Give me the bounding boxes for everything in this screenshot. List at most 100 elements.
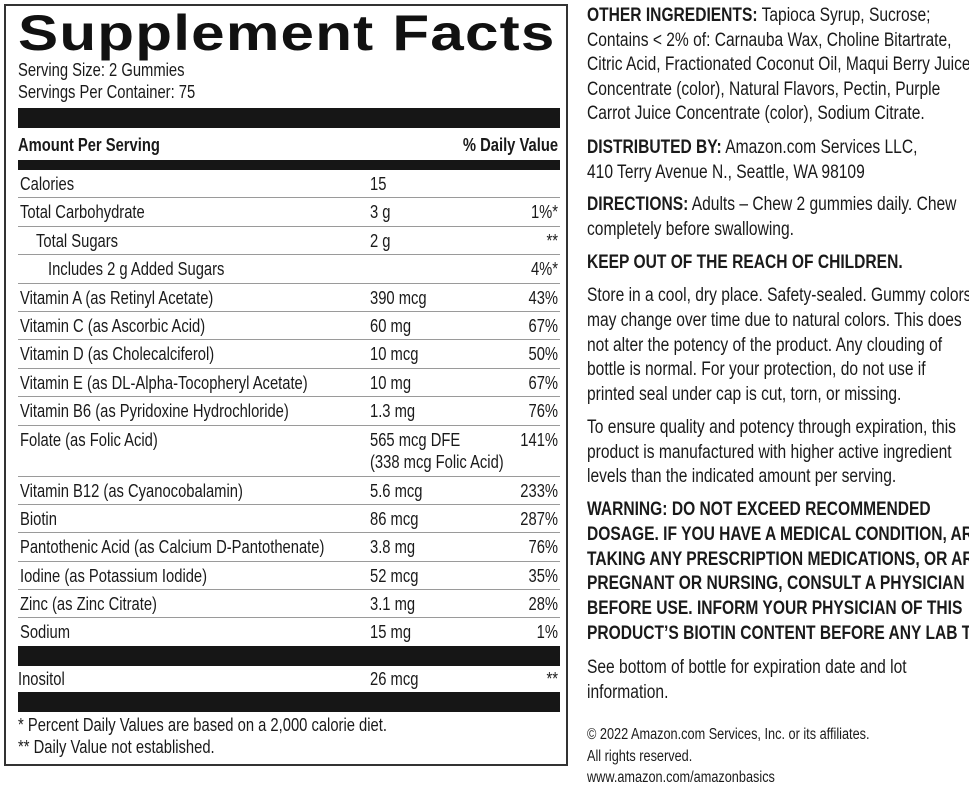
nutrient-name: Vitamin D (as Cholecalciferol)	[20, 344, 215, 365]
nutrient-dv: **	[546, 669, 558, 689]
amount-cell: 2 g	[370, 227, 395, 252]
amount-cell: 3.8 mg	[370, 533, 425, 558]
line-text: bottle is normal. For your protection, d…	[587, 359, 926, 381]
warning: WARNING: DO NOT EXCEED RECOMMENDED	[587, 499, 969, 521]
nutrient-cell: Zinc (as Zinc Citrate)	[20, 590, 187, 618]
dv-cell: 43%	[522, 284, 558, 312]
section-label: DISTRIBUTED BY:	[587, 137, 722, 158]
dv-cell: 287%	[512, 505, 558, 533]
line-text: TAKING ANY PRESCRIPTION MEDICATIONS, OR …	[587, 548, 969, 570]
storage-info: printed seal under cap is cut, torn, or …	[587, 384, 969, 406]
line-text: Concentrate (color), Natural Flavors, Pe…	[587, 78, 941, 100]
nutrient-cell: Vitamin B6 (as Pyridoxine Hydrochloride)	[20, 397, 348, 425]
amount-cell: 5.6 mcg	[370, 477, 434, 502]
section-label: DIRECTIONS:	[587, 194, 689, 215]
line-text: printed seal under cap is cut, torn, or …	[587, 384, 902, 406]
amount-cell: 565 mcg DFE (338 mcg Folic Acid)	[370, 426, 533, 473]
thick-divider	[18, 108, 560, 128]
copyright: www.amazon.com/amazonbasics	[587, 768, 816, 787]
nutrient-dv: 50%	[528, 344, 558, 365]
supplement-facts-panel: Supplement Facts Serving Size: 2 Gummies…	[4, 4, 568, 766]
distributed-by: DISTRIBUTED BY: Amazon.com Services LLC,	[587, 137, 969, 159]
nutrient-cell: Biotin	[20, 505, 65, 533]
amount-cell: 60 mg	[370, 312, 420, 337]
amount-cell: 52 mcg	[370, 562, 429, 587]
other-ingredients: Contains < 2% of: Carnauba Wax, Choline …	[587, 30, 969, 52]
line-text: product is manufactured with higher acti…	[587, 441, 952, 463]
nutrient-cell: Folate (as Folic Acid)	[20, 426, 188, 454]
nutrient-dv: 28%	[528, 594, 558, 615]
table-row: Vitamin D (as Cholecalciferol) 10 mcg 50%	[18, 340, 560, 369]
thick-divider	[18, 646, 560, 666]
copyright: All rights reserved.	[587, 747, 715, 766]
nutrient-name: Folate (as Folic Acid)	[20, 429, 158, 450]
line-text: not alter the potency of the product. An…	[587, 334, 943, 356]
nutrient-amount: 26 mcg	[370, 669, 419, 689]
table-row: Includes 2 g Added Sugars 4%*	[18, 255, 560, 284]
nutrient-dv: 233%	[520, 480, 558, 501]
dv-cell: 50%	[522, 340, 558, 368]
dv-cell: 67%	[522, 369, 558, 397]
quality-info: To ensure quality and potency through ex…	[587, 417, 969, 439]
table-row: Zinc (as Zinc Citrate) 3.1 mg 28%	[18, 590, 560, 619]
table-row-inositol: Inositol 26 mcg **	[18, 666, 560, 692]
copyright: © 2022 Amazon.com Services, Inc. or its …	[587, 725, 932, 744]
keep-out-warning: KEEP OUT OF THE REACH OF CHILDREN.	[587, 252, 969, 274]
distributed-by: 410 Terry Avenue N., Seattle, WA 98109	[587, 162, 926, 184]
daily-value-header: % Daily Value	[462, 135, 558, 155]
nutrient-name: Vitamin B12 (as Cyanocobalamin)	[20, 480, 243, 501]
line-text: levels than the indicated amount per ser…	[587, 466, 897, 488]
amount-cell: 15	[370, 170, 390, 195]
directions: DIRECTIONS: Adults – Chew 2 gummies dail…	[587, 194, 969, 216]
directions: completely before swallowing.	[587, 219, 839, 241]
storage-info: bottle is normal. For your protection, d…	[587, 359, 969, 381]
dv-cell: 76%	[522, 533, 558, 561]
line-text: completely before swallowing.	[587, 218, 794, 240]
nutrient-amount: 1.3 mg	[370, 401, 416, 422]
line-text: DISTRIBUTED BY: Amazon.com Services LLC,	[587, 137, 918, 158]
thick-divider	[18, 692, 560, 712]
table-row: Iodine (as Potassium Iodide) 52 mcg 35%	[18, 562, 560, 591]
amount-cell: 390 mcg	[370, 284, 439, 309]
nutrient-dv: 1%	[536, 622, 558, 643]
line-text: information.	[587, 681, 669, 703]
nutrient-dv: 43%	[528, 287, 558, 308]
dv-cell: 141%	[512, 426, 558, 454]
table-row: Vitamin A (as Retinyl Acetate) 390 mcg 43%	[18, 284, 560, 312]
nutrient-cell: Calories	[20, 170, 86, 198]
warning: BEFORE USE. INFORM YOUR PHYSICIAN OF THI…	[587, 598, 969, 620]
other-ingredients: OTHER INGREDIENTS: Tapioca Syrup, Sucros…	[587, 5, 969, 27]
nutrient-dv: 1%*	[530, 202, 558, 223]
line-text: PRODUCT’S BIOTIN CONTENT BEFORE ANY LAB …	[587, 623, 969, 644]
table-row: Biotin 86 mcg 287%	[18, 505, 560, 534]
nutrient-amount: 86 mcg	[370, 508, 419, 529]
warning: TAKING ANY PRESCRIPTION MEDICATIONS, OR …	[587, 549, 969, 571]
amount-cell: 86 mcg	[370, 505, 429, 530]
nutrient-dv: 67%	[528, 315, 558, 336]
table-row: Pantothenic Acid (as Calcium D-Pantothen…	[18, 533, 560, 562]
amount-cell: 3.1 mg	[370, 590, 425, 615]
nutrient-table: Calories 15 Total Carbohydrate 3 g 1%* Total …	[18, 170, 560, 647]
other-ingredients: Carrot Juice Concentrate (color), Sodium…	[587, 103, 969, 125]
warning: PRODUCT’S BIOTIN CONTENT BEFORE ANY LAB …	[587, 623, 969, 645]
nutrient-name: Vitamin A (as Retinyl Acetate)	[20, 287, 214, 308]
nutrient-name: Vitamin C (as Ascorbic Acid)	[20, 315, 206, 336]
warning: DOSAGE. IF YOU HAVE A MEDICAL CONDITION,…	[587, 524, 969, 546]
line-text: DOSAGE. IF YOU HAVE A MEDICAL CONDITION,…	[587, 523, 969, 545]
nutrient-cell: Includes 2 g Added Sugars	[48, 255, 263, 283]
nutrient-cell: Sodium	[20, 618, 81, 646]
nutrient-name: Inositol	[18, 669, 65, 689]
nutrient-amount: 10 mcg	[370, 344, 419, 365]
nutrient-name: Vitamin E (as DL-Alpha-Tocopheryl Acetat…	[20, 372, 308, 393]
line-text: Citric Acid, Fractionated Coconut Oil, M…	[587, 54, 969, 76]
nutrient-amount: 565 mcg DFE (338 mcg Folic Acid)	[370, 429, 504, 472]
line-text: PREGNANT OR NURSING, CONSULT A PHYSICIAN	[587, 573, 965, 595]
nutrient-cell: Total Sugars	[36, 227, 136, 255]
nutrient-amount: 390 mcg	[370, 287, 427, 308]
dv-cell: 1%	[532, 618, 558, 646]
nutrient-dv: 287%	[520, 508, 558, 529]
table-row: Folate (as Folic Acid) 565 mcg DFE (338 mc…	[18, 426, 560, 477]
expiration-info: information.	[587, 682, 686, 704]
panel-title: Supplement Facts	[18, 5, 556, 61]
nutrient-dv: 141%	[520, 429, 558, 450]
